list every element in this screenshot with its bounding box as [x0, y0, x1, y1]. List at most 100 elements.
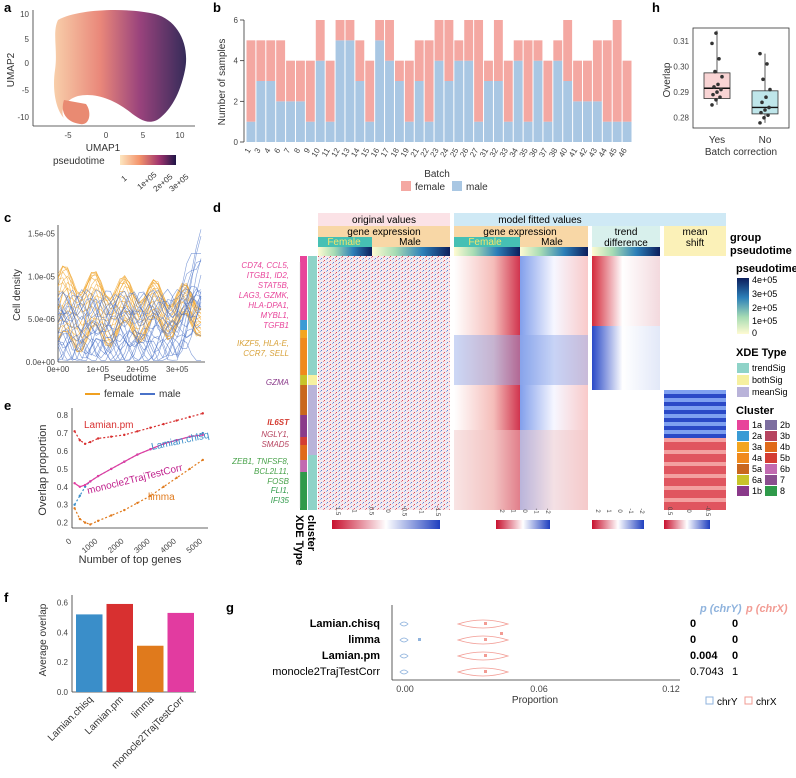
- bar-female: [385, 20, 394, 61]
- cluster-segment: [300, 445, 307, 460]
- box-point: [712, 85, 716, 89]
- x-tick: 1: [243, 146, 253, 155]
- density-line-male: [57, 292, 202, 361]
- bar-female: [266, 40, 276, 81]
- cluster-label: 8: [780, 486, 785, 496]
- header-difference: difference: [604, 238, 648, 249]
- p-chrX: 0: [732, 618, 738, 630]
- outlier-chrX: [500, 632, 503, 635]
- bar-female: [276, 40, 286, 102]
- x-tick: 3000: [132, 536, 152, 555]
- legend-swatch-male: [452, 181, 462, 191]
- bar: [106, 603, 133, 692]
- y-tick: 0.31: [673, 37, 689, 46]
- box-point: [765, 62, 769, 66]
- bar-male: [553, 60, 563, 142]
- bar-male: [612, 121, 622, 142]
- y-axis-label: Number of samples: [217, 39, 228, 126]
- mean-shift-row: [664, 450, 726, 454]
- bar-male: [493, 81, 503, 142]
- cluster-swatch: [737, 442, 749, 452]
- bar-male: [286, 101, 295, 142]
- violin-chrY: [399, 637, 409, 643]
- bar-male: [325, 121, 335, 142]
- x-tick: 2000: [106, 536, 126, 555]
- bar-male: [602, 121, 612, 142]
- y-tick: 0.2: [57, 658, 69, 667]
- series-point: [73, 430, 76, 433]
- series-point: [89, 523, 92, 526]
- bar-male: [474, 121, 484, 142]
- series-point: [73, 503, 76, 506]
- series-point: [78, 439, 82, 442]
- violin-chrY: [399, 653, 409, 659]
- box-point: [714, 31, 718, 35]
- header-gene-expr2-bg: [454, 226, 588, 237]
- cluster-segment: [300, 256, 307, 320]
- box-point: [764, 95, 768, 100]
- box-point: [759, 110, 763, 115]
- bar-female: [256, 40, 266, 81]
- gene-label: FOSB: [267, 477, 289, 486]
- box-point: [758, 121, 762, 125]
- bar-male: [523, 121, 533, 142]
- bar-female: [573, 60, 583, 102]
- p-chrY: 0: [690, 618, 696, 630]
- y-axis-label: Overlap proportion: [37, 424, 49, 515]
- bar-female: [602, 40, 612, 122]
- legend-title: pseudotime: [53, 156, 105, 167]
- legend-pt-tick: 4e+05: [752, 275, 777, 285]
- bar-female: [513, 40, 523, 61]
- density-line-male: [57, 288, 202, 361]
- panel-label-h: h: [652, 0, 660, 15]
- series-point: [123, 433, 126, 437]
- label-lamian-pm: Lamian.pm: [84, 420, 133, 431]
- bar-female: [434, 20, 444, 61]
- panel-label-e: e: [4, 398, 11, 413]
- bar-male: [592, 101, 602, 142]
- bar-male: [563, 81, 573, 142]
- density-line-male: [57, 291, 202, 361]
- header-male-bg: [372, 237, 450, 247]
- legend-pt-tick: 1e+05: [752, 316, 777, 326]
- series-point: [110, 467, 113, 471]
- density-line-male: [57, 290, 201, 361]
- scale-tick: -0.5: [401, 506, 407, 517]
- bar-female: [375, 20, 385, 41]
- y-tick: 5: [25, 35, 30, 44]
- panel-a: a 10 5 0 -5 -10 -5 0 5 10 UMAP1 UMAP2 ps…: [4, 0, 195, 194]
- box-point: [710, 41, 714, 46]
- x-tick: 5000: [185, 536, 205, 555]
- cluster-swatch: [765, 420, 777, 430]
- series-point: [73, 482, 76, 485]
- cluster-swatch: [737, 431, 749, 441]
- bar-male: [246, 121, 256, 142]
- p-chrX: 0: [732, 634, 738, 646]
- series-point: [83, 442, 87, 446]
- density-line-male: [57, 229, 202, 361]
- series-point: [96, 474, 100, 478]
- series-point: [83, 483, 87, 487]
- scale-tick: 0.5: [666, 507, 672, 516]
- violin-chrX: [456, 619, 510, 629]
- panel-g: g Lamian.chisq limma Lamian.pm monocle2T…: [226, 600, 788, 708]
- legend-chrX: chrX: [756, 697, 777, 708]
- x-tick: 2e+05: [126, 365, 149, 374]
- density-line-female: [57, 278, 202, 341]
- bar: [137, 645, 164, 692]
- cluster-label: 3a: [752, 442, 762, 452]
- gene-label: BCL2L11,: [254, 467, 289, 476]
- series-point: [149, 447, 152, 451]
- cluster-segment: [300, 338, 307, 375]
- series-point: [136, 453, 139, 456]
- mean-shift-row: [664, 446, 726, 450]
- scale-tick: -1: [533, 508, 539, 514]
- mean-shift-row: [664, 470, 726, 474]
- label-lamian-chisq: Lamian.chisq: [150, 430, 210, 453]
- bar-male: [464, 60, 474, 142]
- bar-male: [503, 121, 513, 142]
- y-tick: 6: [234, 16, 239, 25]
- scale-tick: -2: [544, 508, 550, 514]
- box-point: [763, 108, 767, 112]
- box-point: [762, 115, 766, 120]
